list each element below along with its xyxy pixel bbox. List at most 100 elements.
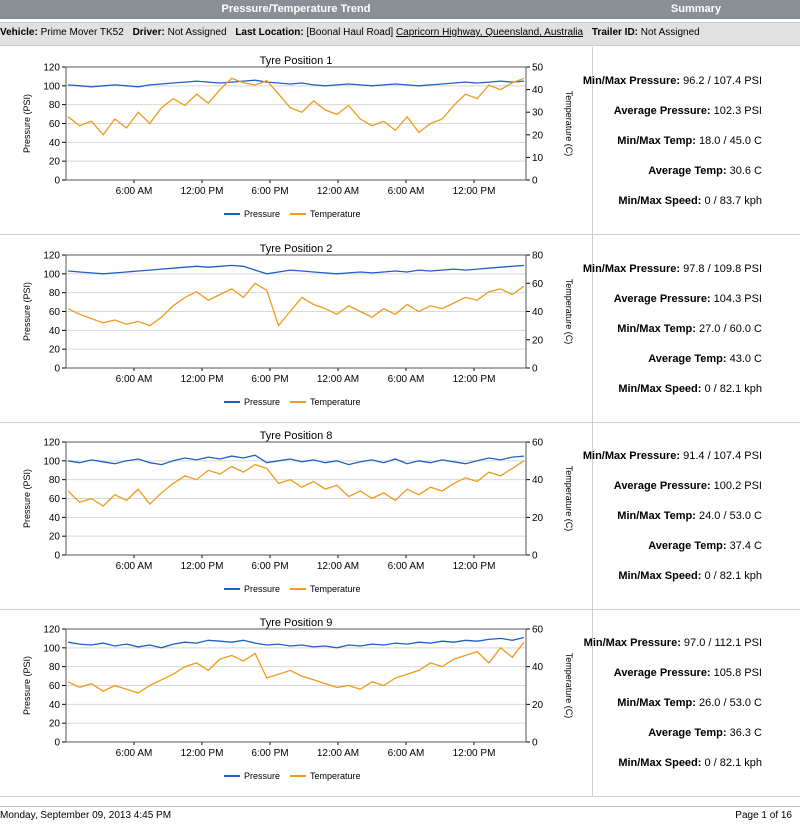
- summary-avg-temp: Average Temp: 30.6 C: [648, 165, 762, 177]
- tyre-chart: Tyre Position 8 0 20 40 60 80 100 120 0 20 40 60 6:0…: [22, 430, 574, 594]
- summary-value: 27.0 / 60.0 C: [699, 323, 762, 335]
- page-indicator: Page 1 of 16: [735, 810, 792, 821]
- y-tick-label: 40: [49, 138, 61, 149]
- summary-value: 43.0 C: [729, 353, 762, 365]
- trend-column-title: Pressure/Temperature Trend: [221, 3, 371, 15]
- chart-title: Tyre Position 2: [260, 243, 333, 255]
- summary-minmax-speed: Min/Max Speed: 0 / 82.1 kph: [618, 757, 762, 769]
- summary-cell: Min/Max Pressure: 97.8 / 109.8 PSI Averag…: [583, 235, 800, 422]
- summary-value: 0 / 82.1 kph: [704, 570, 763, 582]
- tyre-row: Tyre Position 8 0 20 40 60 80 100 120 0 20 40 60 6:0…: [0, 422, 800, 610]
- driver-value: Not Assigned: [167, 27, 227, 38]
- summary-label: Min/Max Speed:: [618, 195, 702, 207]
- y2-axis-label: Temperature (C): [564, 91, 574, 157]
- summary-value: 37.4 C: [729, 540, 762, 552]
- summary-minmax-pressure: Min/Max Pressure: 97.0 / 112.1 PSI: [584, 637, 762, 649]
- summary-avg-temp: Average Temp: 36.3 C: [648, 727, 762, 739]
- y2-tick-label: 40: [532, 662, 544, 673]
- y-axis-label: Pressure (PSI): [22, 282, 32, 341]
- y-tick-label: 80: [49, 100, 61, 111]
- legend-label: Temperature: [310, 771, 361, 781]
- y2-tick-label: 0: [532, 176, 538, 187]
- series-line-temperature: [67, 77, 525, 136]
- summary-label: Min/Max Temp:: [617, 135, 696, 147]
- y-tick-label: 100: [43, 456, 60, 467]
- y-tick-label: 60: [49, 681, 61, 692]
- x-tick-label: 6:00 AM: [116, 186, 153, 197]
- x-tick-label: 12:00 AM: [317, 186, 359, 197]
- summary-minmax-pressure: Min/Max Pressure: 97.8 / 109.8 PSI: [583, 263, 762, 275]
- series-line-pressure: [67, 79, 525, 88]
- y-tick-label: 40: [49, 326, 61, 337]
- tyre-chart: Tyre Position 1 0 20 40 60 80 100 120 0 10 20 30 40 5…: [22, 55, 574, 219]
- plot-frame: [65, 254, 527, 369]
- trailer-value: Not Assigned: [640, 27, 700, 38]
- location-link[interactable]: Capricorn Highway, Queensland, Australia: [395, 27, 584, 38]
- summary-value: 105.8 PSI: [713, 667, 762, 679]
- legend-label: Temperature: [310, 584, 361, 594]
- y2-tick-label: 0: [532, 551, 538, 562]
- x-tick-label: 6:00 AM: [388, 186, 425, 197]
- tyre-chart: Tyre Position 2 0 20 40 60 80 100 120 0 20 40 60 80 6…: [22, 243, 574, 407]
- summary-label: Min/Max Speed:: [618, 570, 702, 582]
- y-tick-label: 80: [49, 475, 61, 486]
- y-tick-label: 80: [49, 662, 61, 673]
- summary-value: 104.3 PSI: [713, 293, 762, 305]
- series-line-temperature: [67, 460, 525, 507]
- chart-cell: Tyre Position 1 0 20 40 60 80 100 120 0 10 20 30 40 5…: [0, 47, 593, 234]
- y-tick-label: 100: [43, 643, 60, 654]
- summary-value: 30.6 C: [729, 165, 762, 177]
- y2-tick-label: 80: [532, 251, 544, 262]
- summary-avg-pressure: Average Pressure: 100.2 PSI: [614, 480, 762, 492]
- x-tick-label: 12:00 AM: [317, 374, 359, 385]
- y-tick-label: 40: [49, 513, 61, 524]
- y2-tick-label: 10: [532, 153, 544, 164]
- y2-tick-label: 50: [532, 63, 544, 74]
- legend-label: Pressure: [244, 771, 280, 781]
- summary-avg-temp: Average Temp: 43.0 C: [648, 353, 762, 365]
- summary-minmax-pressure: Min/Max Pressure: 91.4 / 107.4 PSI: [583, 450, 762, 462]
- summary-value: 97.8 / 109.8 PSI: [683, 263, 762, 275]
- summary-avg-pressure: Average Pressure: 102.3 PSI: [614, 105, 762, 117]
- summary-label: Average Pressure:: [613, 293, 711, 305]
- summary-label: Min/Max Temp:: [617, 697, 696, 709]
- y-axis-label: Pressure (PSI): [22, 656, 32, 715]
- chart-cell: Tyre Position 8 0 20 40 60 80 100 120 0 20 40 60 6:0…: [0, 422, 593, 609]
- tyre-chart: Tyre Position 9 0 20 40 60 80 100 120 0 20 40 60 6:0…: [22, 617, 574, 781]
- y2-tick-label: 40: [532, 85, 544, 96]
- summary-minmax-pressure: Min/Max Pressure: 96.2 / 107.4 PSI: [583, 75, 762, 87]
- plot-frame: [65, 628, 527, 743]
- summary-label: Min/Max Pressure:: [582, 263, 681, 275]
- summary-value: 91.4 / 107.4 PSI: [683, 450, 762, 462]
- summary-cell: Min/Max Pressure: 91.4 / 107.4 PSI Averag…: [583, 422, 800, 609]
- y-axis-label: Pressure (PSI): [22, 469, 32, 528]
- driver-label: Driver:: [132, 27, 165, 38]
- y-tick-label: 0: [54, 738, 60, 749]
- y-tick-label: 120: [43, 438, 60, 449]
- y-tick-label: 100: [43, 269, 60, 280]
- y-tick-label: 0: [54, 364, 60, 375]
- y2-axis-label: Temperature (C): [564, 466, 574, 532]
- series-line-pressure: [67, 636, 525, 649]
- summary-label: Min/Max Pressure:: [582, 450, 681, 462]
- y2-tick-label: 20: [532, 335, 544, 346]
- summary-value: 0 / 83.7 kph: [704, 195, 763, 207]
- summary-minmax-temp: Min/Max Temp: 27.0 / 60.0 C: [617, 323, 762, 335]
- summary-label: Min/Max Speed:: [618, 383, 702, 395]
- summary-minmax-temp: Min/Max Temp: 24.0 / 53.0 C: [617, 510, 762, 522]
- y2-tick-label: 0: [532, 738, 538, 749]
- x-tick-label: 6:00 AM: [116, 561, 153, 572]
- footer: Monday, September 09, 2013 4:45 PM Page …: [0, 806, 800, 825]
- location-prefix: [Boonal Haul Road]: [306, 27, 394, 38]
- vehicle-info-bar: Vehicle: Prime Mover TK52 Driver: Not As…: [0, 22, 800, 46]
- y-tick-label: 60: [49, 307, 61, 318]
- y-tick-label: 20: [49, 345, 61, 356]
- y2-tick-label: 0: [532, 364, 538, 375]
- summary-value: 97.0 / 112.1 PSI: [683, 637, 762, 649]
- vehicle-label: Vehicle:: [0, 27, 38, 38]
- summary-value: 100.2 PSI: [713, 480, 762, 492]
- summary-label: Average Pressure:: [613, 480, 711, 492]
- y2-tick-label: 20: [532, 700, 544, 711]
- legend-label: Temperature: [310, 397, 361, 407]
- summary-value: 26.0 / 53.0 C: [699, 697, 762, 709]
